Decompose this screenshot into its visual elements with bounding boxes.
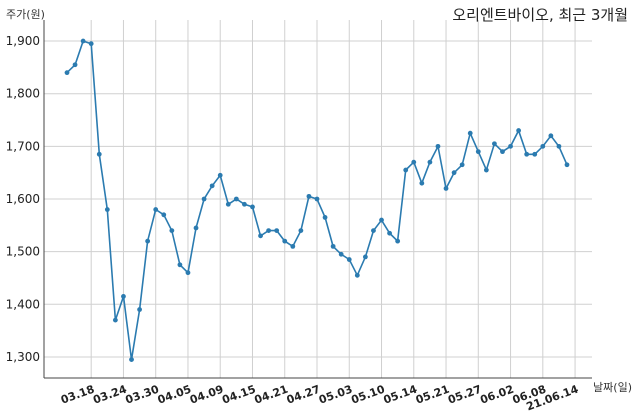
data-point: [193, 225, 199, 231]
y-tick-label: 1,600: [6, 192, 40, 206]
y-tick-label: 1,800: [6, 87, 40, 101]
data-point: [314, 196, 320, 202]
data-point: [330, 243, 336, 249]
data-point: [225, 201, 231, 207]
data-point: [233, 196, 239, 202]
data-point: [451, 170, 457, 176]
data-point: [137, 307, 142, 312]
data-point: [96, 151, 102, 157]
data-point: [435, 143, 441, 149]
data-point: [64, 70, 70, 76]
data-point: [217, 172, 223, 178]
data-point: [395, 238, 401, 244]
chart-title: 오리엔트바이오, 최근 3개월: [452, 6, 628, 24]
data-point: [169, 228, 175, 233]
data-point: [322, 215, 328, 220]
data-point: [201, 196, 207, 202]
data-point: [72, 62, 78, 68]
y-tick-label: 1,900: [6, 34, 40, 48]
data-point: [475, 149, 481, 155]
data-point: [88, 41, 94, 47]
data-point: [387, 230, 392, 236]
data-point: [121, 293, 126, 299]
data-point: [354, 272, 360, 278]
data-point: [185, 270, 191, 276]
data-point: [362, 254, 368, 260]
data-point: [419, 180, 425, 186]
y-axis-label: 주가(원): [6, 8, 45, 21]
data-point: [80, 38, 86, 44]
data-point: [467, 130, 473, 136]
data-point: [177, 262, 183, 268]
data-point: [338, 251, 344, 257]
data-point: [145, 238, 151, 244]
data-point: [548, 133, 554, 139]
data-point: [427, 159, 433, 165]
data-point: [258, 233, 263, 239]
data-point: [112, 317, 118, 323]
data-point: [306, 193, 312, 199]
data-point: [540, 143, 546, 149]
data-point: [161, 212, 167, 218]
x-axis-label: 날짜(일): [593, 381, 632, 394]
data-point: [564, 162, 570, 168]
data-point: [524, 151, 530, 157]
data-point: [508, 143, 513, 149]
data-point: [532, 151, 538, 157]
data-point: [492, 141, 497, 147]
data-point: [371, 228, 376, 233]
y-tick-label: 1,700: [6, 139, 40, 153]
data-point: [298, 228, 304, 233]
data-point: [274, 228, 280, 233]
data-point: [242, 201, 247, 207]
data-point: [500, 149, 505, 155]
data-point: [290, 243, 296, 249]
data-point: [379, 217, 384, 223]
data-point: [403, 167, 409, 173]
data-point: [153, 207, 159, 212]
y-tick-label: 1,500: [6, 245, 40, 259]
data-point: [443, 186, 449, 191]
data-point: [209, 183, 215, 189]
data-point: [104, 207, 110, 212]
data-point: [266, 228, 272, 233]
data-point: [459, 162, 465, 168]
y-tick-label: 1,400: [6, 297, 40, 311]
data-point: [483, 167, 489, 173]
data-point: [282, 238, 288, 244]
data-point: [346, 257, 352, 262]
data-point: [250, 204, 255, 210]
data-point: [556, 143, 562, 149]
data-point: [411, 159, 417, 165]
data-point: [516, 128, 522, 133]
data-point: [129, 357, 134, 362]
y-tick-label: 1,300: [6, 350, 40, 364]
